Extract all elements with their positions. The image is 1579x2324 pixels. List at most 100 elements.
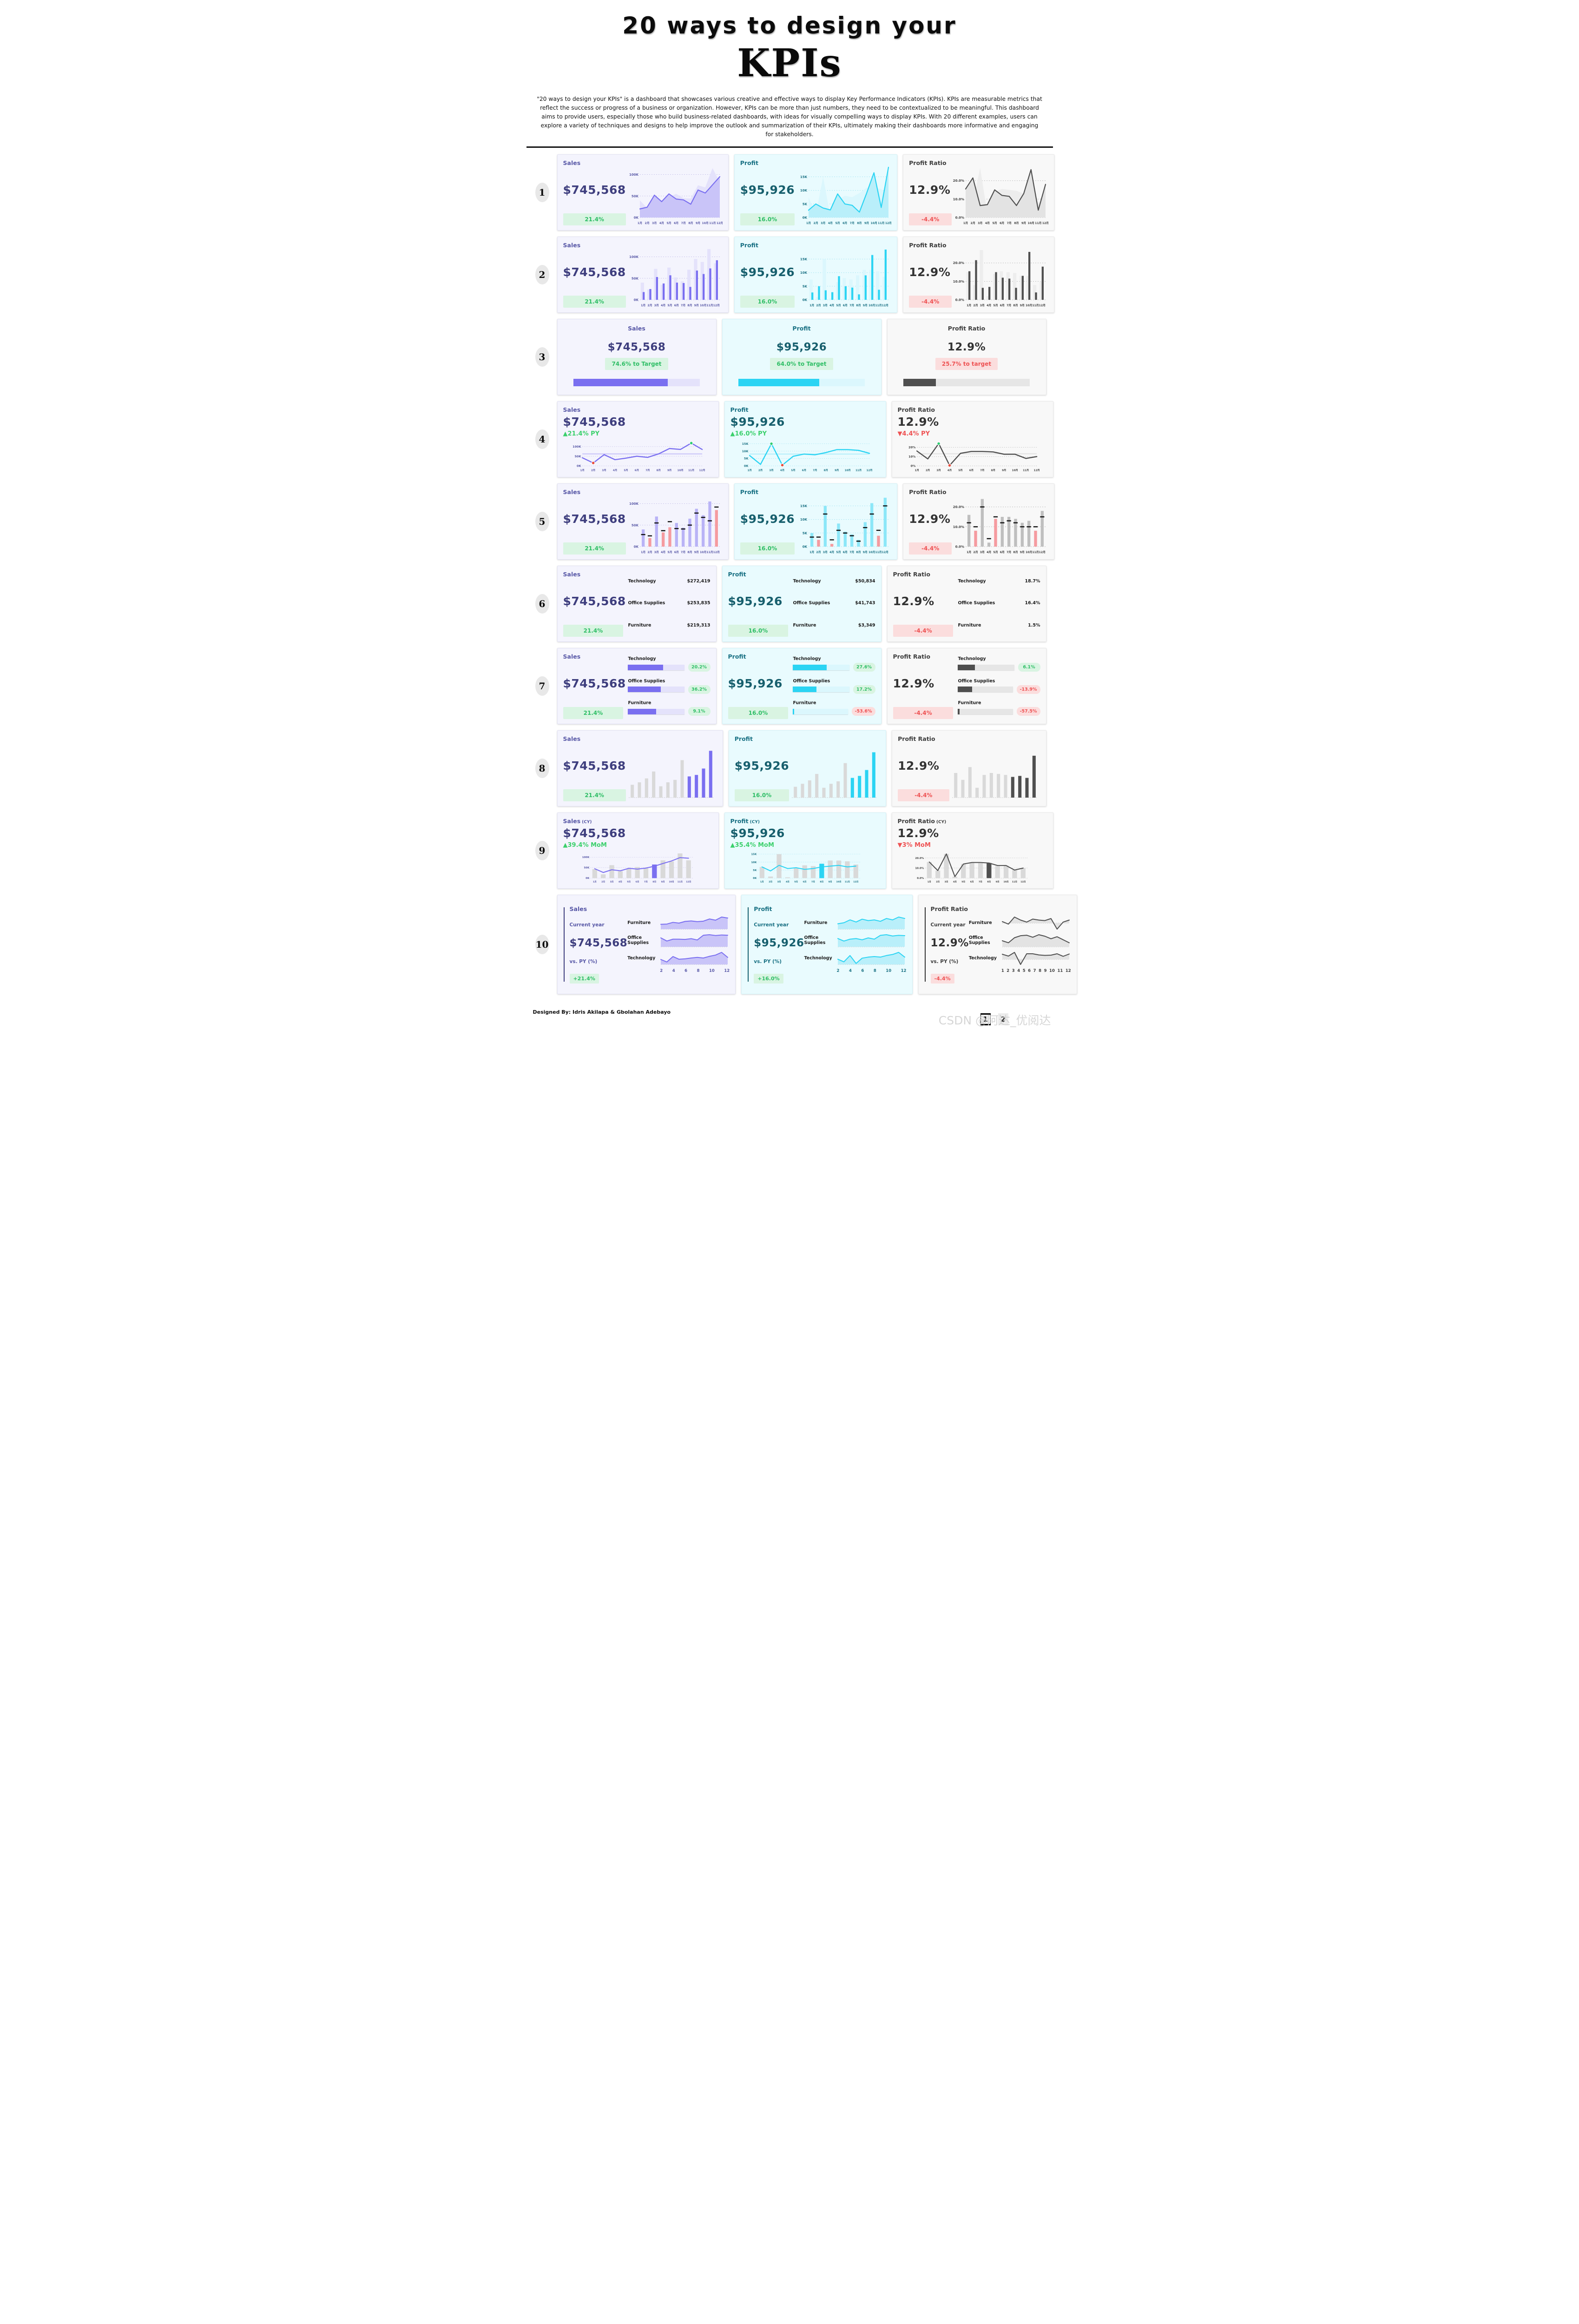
svg-text:8月: 8月 (856, 304, 861, 307)
category-label: Furniture (628, 622, 651, 628)
card-title: Profit Ratio (897, 406, 935, 414)
svg-text:1月: 1月 (760, 880, 763, 884)
x-axis-label: 12 (901, 969, 907, 974)
svg-text:12月: 12月 (866, 468, 872, 472)
bullet-bar-chart: 20.0% 10.0% 0.0%1月 2月 3月 4月 5月 6月 7月 8月 9月 10月 11月 12… (953, 499, 1046, 554)
page-button-2[interactable]: 2 (998, 1013, 1008, 1026)
kpi-value: $745,568 (563, 415, 626, 429)
row-number: 7 (535, 676, 549, 696)
kpi-value: 12.9% (897, 826, 939, 840)
kpi-value: $745,568 (563, 677, 626, 691)
page-button-1[interactable]: 1 (980, 1013, 991, 1026)
category-item: Office Supplies $41,743 (793, 601, 875, 607)
svg-text:9月: 9月 (694, 550, 699, 554)
chart-area: 100K 50K 0K 1月 2月 3月 4月 5月 6月 7月 8月 9月 10月 11月 12月 (626, 489, 723, 555)
svg-text:2月: 2月 (647, 304, 652, 307)
svg-text:5月: 5月 (624, 468, 628, 472)
row-number-wrap: 9 (533, 812, 552, 889)
kpi-info: Sales $745,568 ▲21.4% PY (563, 406, 713, 437)
kpi-value: 12.9% (947, 341, 986, 353)
svg-text:9月: 9月 (1002, 468, 1006, 472)
svg-text:3月: 3月 (777, 880, 781, 884)
svg-text:11月: 11月 (706, 550, 713, 554)
category-label: Technology (793, 656, 821, 662)
category-label: Furniture (793, 622, 816, 628)
card-sales-row-10: Sales Current year $745,568 vs. PY (%) +21.4… (557, 895, 736, 995)
svg-text:0.0%: 0.0% (955, 216, 964, 220)
card-profit-row-5: Profit $95,926 16.0% 15K 10K 5K 0K 1月 2月 3月 4月 5月 6月… (734, 483, 898, 560)
kpi-change-badge: 16.0% (740, 296, 795, 308)
svg-text:1月: 1月 (809, 304, 814, 307)
kpi-delta: ▼4.4% PY (897, 430, 930, 438)
category-item: Technology $272,419 (628, 579, 710, 585)
kpi-info: Profit Ratio 12.9% -4.4% (909, 242, 952, 308)
kpi-info: Sales $745,568 21.4% (563, 242, 626, 308)
svg-text:5K: 5K (803, 285, 808, 289)
card-ratio-row-9: Profit Ratio (CY) 12.9% ▼3% MoM 20.0% 10.0% 0.… (891, 812, 1053, 889)
svg-text:8月: 8月 (991, 468, 995, 472)
svg-text:15K: 15K (751, 853, 757, 856)
card-title: Sales (563, 406, 581, 414)
svg-text:3月: 3月 (980, 550, 985, 554)
svg-text:6月: 6月 (635, 880, 639, 884)
row-number: 8 (535, 759, 549, 779)
kpi-value: 12.9% (930, 937, 969, 950)
svg-text:2月: 2月 (647, 550, 652, 554)
svg-text:100K: 100K (629, 502, 639, 506)
category-list: Technology 18.7% Office Supplies 16.4% Furni… (953, 571, 1040, 637)
category-label: Office Supplies (958, 678, 995, 684)
svg-text:0K: 0K (586, 877, 590, 880)
category-badge: 20.2% (688, 663, 711, 672)
svg-text:5K: 5K (803, 203, 808, 206)
x-axis-label: 2 (836, 969, 840, 974)
card-ratio-row-8: Profit Ratio 12.9% -4.4% (892, 730, 1046, 807)
svg-text:11月: 11月 (875, 550, 882, 554)
card-title: Profit (754, 905, 772, 913)
svg-text:12月: 12月 (699, 468, 705, 472)
svg-text:3月: 3月 (980, 304, 985, 307)
category-item: Technology $50,834 (793, 579, 875, 585)
card-title-suffix: (CY) (582, 820, 592, 825)
subtitle-vs-py: vs. PY (%) (930, 958, 959, 964)
svg-text:6月: 6月 (1000, 550, 1005, 554)
kpi-value: 12.9% (909, 265, 951, 279)
x-axis-label: 4 (672, 969, 675, 974)
svg-text:4月: 4月 (953, 880, 956, 884)
svg-text:5月: 5月 (993, 550, 998, 554)
sparkline-x-axis: 1 2 3 4 5 6 7 8 9 10 11 12 (1001, 969, 1071, 973)
category-row: 9.1% (628, 707, 711, 716)
row-number-wrap: 4 (533, 401, 552, 477)
svg-text:4月: 4月 (829, 550, 834, 554)
svg-text:3月: 3月 (610, 880, 613, 884)
card-title: Sales (563, 159, 581, 167)
svg-text:0K: 0K (803, 298, 808, 302)
kpi-value: $95,926 (730, 826, 785, 840)
kpi-center: $745,568 74.6% to Target (605, 341, 668, 370)
sparkline-chart (837, 952, 905, 965)
category-bar (628, 708, 684, 714)
kpi-info: Profit Ratio 12.9% -4.4% (909, 159, 952, 226)
kpi-row-5: 5 Sales $745,568 21.4% 100K 50K 0K 1月 2月 3月 4月 5月 6月… (533, 483, 1055, 560)
category-value: $272,419 (687, 578, 711, 584)
svg-text:5月: 5月 (961, 880, 965, 884)
sparkline-row: Furniture (627, 916, 730, 931)
category-item: Office Supplies $253,835 (628, 601, 710, 607)
x-axis-label: 2 (1007, 969, 1010, 974)
svg-text:4月: 4月 (828, 221, 833, 225)
x-axis-label: 10 (709, 969, 715, 974)
svg-text:3月: 3月 (944, 880, 948, 884)
highlight-bar-chart (792, 752, 878, 798)
svg-text:6月: 6月 (674, 221, 678, 225)
kpi-value: $95,926 (740, 512, 795, 526)
chart-area: 100K 50K 0K 1月 2月 3月 4月 5月 6月 7月 8月 9月 10月 11月 12月 (626, 159, 723, 225)
category-item: Office Supplies 17.2% (793, 679, 875, 694)
kpi-info: Profit Ratio 12.9% -4.4% (898, 735, 949, 802)
svg-text:0%: 0% (910, 464, 915, 468)
svg-text:2月: 2月 (591, 468, 595, 472)
kpi-value: $745,568 (607, 341, 666, 353)
category-bar (793, 687, 849, 693)
kpi-value: $95,926 (740, 265, 795, 279)
svg-text:2月: 2月 (816, 550, 821, 554)
kpi-info: Profit Ratio (CY) 12.9% ▼3% MoM (898, 818, 1047, 849)
